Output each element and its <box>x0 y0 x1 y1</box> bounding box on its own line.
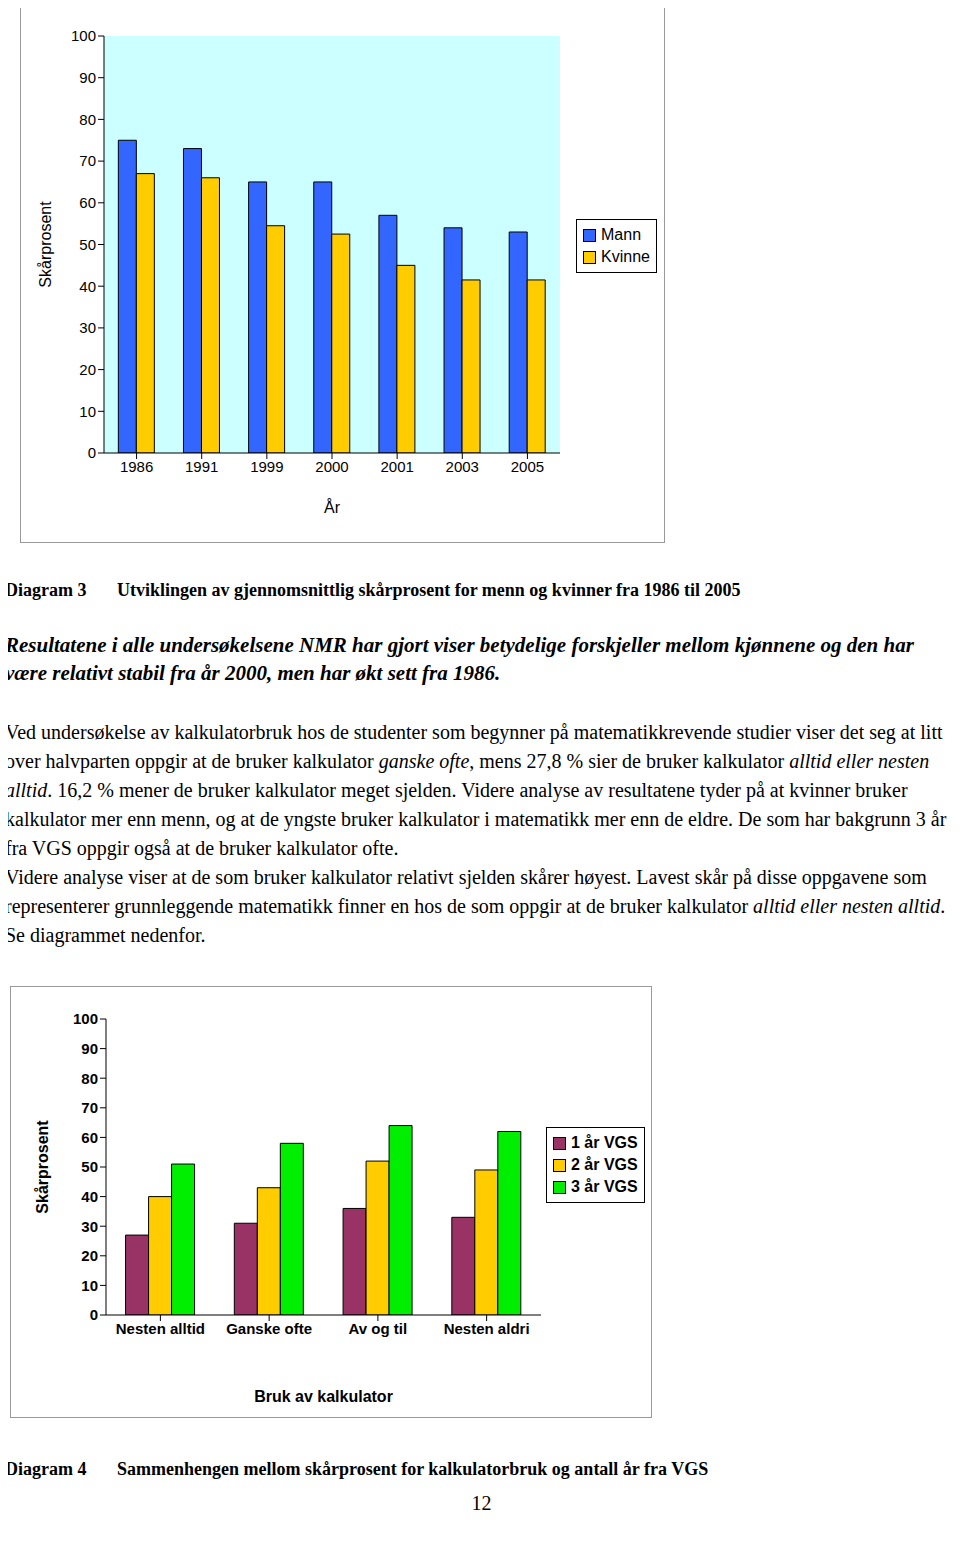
svg-text:20: 20 <box>79 361 96 378</box>
svg-text:0: 0 <box>88 444 96 461</box>
svg-text:2005: 2005 <box>511 458 544 475</box>
svg-text:Bruk av kalkulator: Bruk av kalkulator <box>254 1388 393 1405</box>
svg-text:2000: 2000 <box>315 458 348 475</box>
html-text:1 år VGS: 1 år VGS <box>571 1134 638 1151</box>
svg-text:60: 60 <box>79 194 96 211</box>
svg-text:70: 70 <box>81 1099 98 1116</box>
svg-text:90: 90 <box>79 69 96 86</box>
html-text:Sammenhengen mellom skårprosen: Sammenhengen mellom skårprosent for kalk… <box>117 1459 709 1479</box>
svg-text:2001: 2001 <box>380 458 413 475</box>
svg-text:50: 50 <box>81 1158 98 1175</box>
svg-text:Nesten alltid: Nesten alltid <box>116 1320 205 1337</box>
html-text:3 år VGS: 3 år VGS <box>571 1178 638 1195</box>
html-text:Diagram 4: Diagram 4 <box>5 1459 87 1479</box>
svg-text:10: 10 <box>81 1277 98 1294</box>
svg-text:Skårprosent: Skårprosent <box>34 1120 51 1214</box>
svg-text:20: 20 <box>81 1247 98 1264</box>
html-text:2 år VGS: 2 år VGS <box>571 1156 638 1173</box>
html-text:Mann: Mann <box>601 226 641 243</box>
svg-text:70: 70 <box>79 152 96 169</box>
svg-text:40: 40 <box>79 278 96 295</box>
svg-text:0: 0 <box>90 1306 98 1323</box>
svg-text:1986: 1986 <box>120 458 153 475</box>
svg-text:100: 100 <box>71 27 96 44</box>
svg-text:40: 40 <box>81 1188 98 1205</box>
html-text:Videre analyse viser at de som: Videre analyse viser at de som bruker ka… <box>5 866 946 946</box>
svg-text:1991: 1991 <box>185 458 218 475</box>
svg-text:Skårprosent: Skårprosent <box>37 201 54 288</box>
svg-text:30: 30 <box>79 319 96 336</box>
svg-text:80: 80 <box>79 111 96 128</box>
svg-text:10: 10 <box>79 403 96 420</box>
svg-text:1999: 1999 <box>250 458 283 475</box>
svg-text:Nesten aldri: Nesten aldri <box>444 1320 530 1337</box>
html-text:Utviklingen av gjennomsnittlig: Utviklingen av gjennomsnittlig skårprose… <box>117 580 741 600</box>
html-text:Kvinne: Kvinne <box>601 248 650 265</box>
svg-text:80: 80 <box>81 1070 98 1087</box>
html-text:Diagram 3: Diagram 3 <box>5 580 87 600</box>
svg-text:100: 100 <box>73 1010 98 1027</box>
svg-text:50: 50 <box>79 236 96 253</box>
svg-text:Ganske ofte: Ganske ofte <box>226 1320 312 1337</box>
svg-text:90: 90 <box>81 1040 98 1057</box>
svg-text:År: År <box>324 498 341 516</box>
svg-text:Av og til: Av og til <box>349 1320 408 1337</box>
html-text:Resultatene i alle undersøkels: Resultatene i alle undersøkelsene NMR ha… <box>5 633 914 685</box>
svg-text:60: 60 <box>81 1129 98 1146</box>
svg-text:2003: 2003 <box>446 458 479 475</box>
svg-text:30: 30 <box>81 1218 98 1235</box>
html-text:12: 12 <box>471 1492 492 1514</box>
html-text:Ved undersøkelse av kalkulator: Ved undersøkelse av kalkulatorbruk hos d… <box>5 721 947 859</box>
